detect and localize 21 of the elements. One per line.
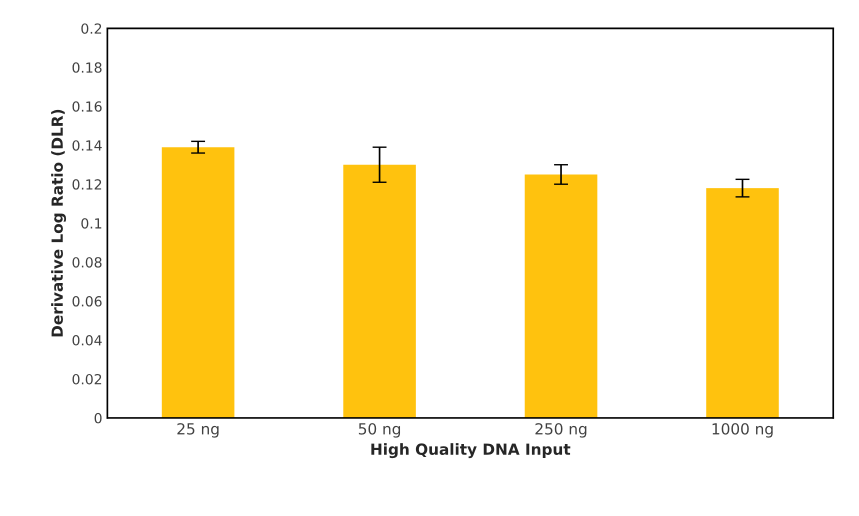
y-tick-label: 0.04 <box>72 335 102 346</box>
x-axis-title: High Quality DNA Input <box>371 443 570 458</box>
bar <box>343 164 416 418</box>
y-tick-label: 0.12 <box>72 179 102 190</box>
x-tick-label: 250 ng <box>535 423 586 438</box>
y-tick-label: 0 <box>94 412 102 424</box>
y-tick-label: 0.18 <box>72 62 102 73</box>
y-tick-label: 0.08 <box>72 257 102 268</box>
y-tick-label: 0.1 <box>81 218 102 229</box>
bar <box>524 174 598 418</box>
x-tick-label: 50 ng <box>358 423 400 438</box>
y-tick-label: 0.02 <box>72 374 102 384</box>
bar <box>706 188 779 418</box>
y-tick-label: 0.14 <box>72 140 102 151</box>
y-axis-title: Derivative Log Ratio (DLR) <box>51 110 66 336</box>
x-tick-label: 25 ng <box>177 423 219 438</box>
x-tick-label: 1000 ng <box>712 423 773 438</box>
y-tick-label: 0.06 <box>72 296 102 307</box>
y-tick-label: 0.16 <box>72 101 102 112</box>
bar <box>162 147 234 418</box>
y-tick-label: 0.2 <box>81 23 102 34</box>
